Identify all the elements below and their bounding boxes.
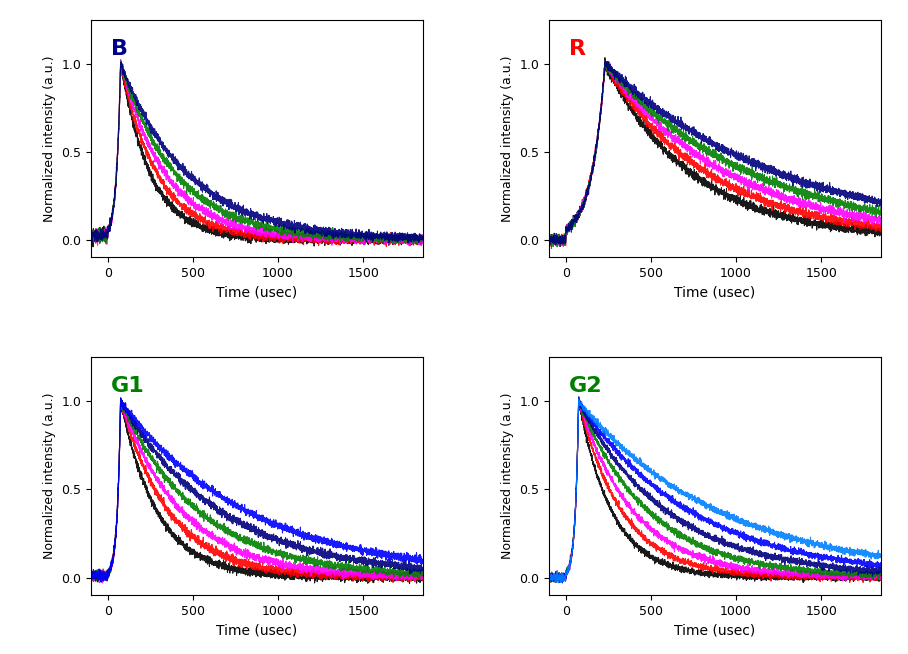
Text: R: R	[568, 39, 586, 59]
Y-axis label: Normalized intensity (a.u.): Normalized intensity (a.u.)	[500, 56, 514, 222]
Y-axis label: Normalized intensity (a.u.): Normalized intensity (a.u.)	[43, 56, 55, 222]
Y-axis label: Normalized intensity (a.u.): Normalized intensity (a.u.)	[500, 393, 514, 559]
X-axis label: Time (usec): Time (usec)	[674, 623, 755, 638]
Y-axis label: Normalized intensity (a.u.): Normalized intensity (a.u.)	[43, 393, 55, 559]
Text: G1: G1	[111, 376, 144, 396]
X-axis label: Time (usec): Time (usec)	[674, 286, 755, 300]
Text: G2: G2	[568, 376, 602, 396]
X-axis label: Time (usec): Time (usec)	[216, 623, 298, 638]
X-axis label: Time (usec): Time (usec)	[216, 286, 298, 300]
Text: B: B	[111, 39, 128, 59]
